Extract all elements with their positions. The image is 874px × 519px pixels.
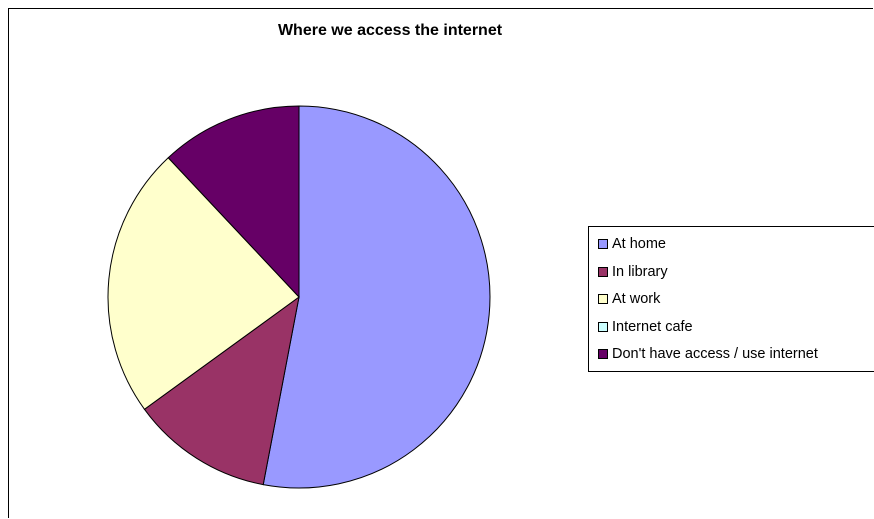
pie-slice-2 [107,157,300,410]
legend-swatch [598,294,608,304]
legend-item-internet-cafe: Internet cafe [598,319,693,335]
legend-swatch [598,239,608,249]
legend-item-in-library: In library [598,264,668,280]
legend: At home In library At work Internet cafe… [588,226,874,372]
legend-swatch [598,267,608,277]
pie-slice-4 [167,105,300,299]
legend-item-no-access: Don't have access / use internet [598,346,818,362]
legend-label: Internet cafe [612,319,693,335]
pie-slice-1 [143,295,300,486]
legend-swatch [598,322,608,332]
legend-label: At home [612,236,666,252]
legend-item-at-work: At work [598,291,660,307]
chart-title: Where we access the internet [277,22,503,39]
legend-label: In library [612,264,668,280]
legend-swatch [598,349,608,359]
legend-label: Don't have access / use internet [612,346,818,362]
pie-slice-0 [262,105,491,489]
legend-label: At work [612,291,661,307]
legend-item-at-home: At home [598,236,666,252]
